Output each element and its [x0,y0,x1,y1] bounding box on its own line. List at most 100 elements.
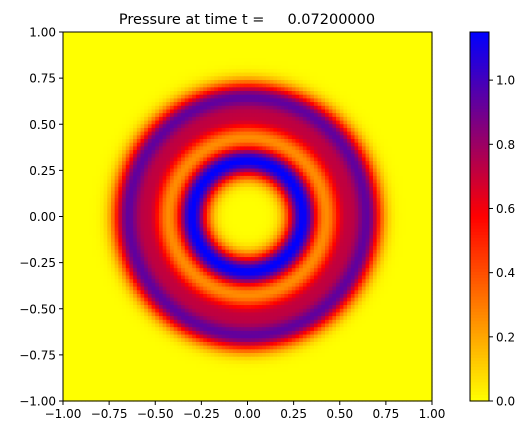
heatmap-cell [376,131,381,136]
heatmap-cell [372,57,378,63]
heatmap-cell [162,161,167,166]
heatmap-cell [206,157,212,162]
heatmap-cell [343,139,348,144]
heatmap-cell [243,183,249,188]
heatmap-cell [70,209,75,214]
heatmap-cell [107,127,112,133]
heatmap-cell [114,172,119,177]
heatmap-cell [251,72,256,77]
heatmap-cell [122,157,127,162]
heatmap-cell [387,164,393,170]
heatmap-cell [184,109,190,114]
heatmap-cell [417,127,422,133]
heatmap-cell [140,32,145,37]
heatmap-cell [347,205,352,210]
heatmap-cell [372,142,378,147]
heatmap-cell [125,94,131,100]
heatmap-cell [284,120,289,125]
heatmap-cell [129,205,134,210]
heatmap-cell [96,72,101,77]
heatmap-cell [420,76,426,81]
heatmap-cell [280,157,285,162]
heatmap-cell [254,172,260,177]
heatmap-cell [125,168,131,173]
heatmap-cell [406,124,411,129]
heatmap-cell [258,105,263,111]
heatmap-cell [336,94,341,100]
heatmap-cell [288,201,293,207]
heatmap-cell [225,183,230,188]
heatmap-cell [158,46,164,52]
heatmap-cell [358,109,363,114]
heatmap-cell [420,168,426,173]
heatmap-cell [280,113,285,118]
heatmap-cell [158,186,164,192]
heatmap-cell [74,57,79,63]
heatmap-cell [170,190,175,195]
heatmap-cell [262,54,267,59]
heatmap-cell [336,57,341,63]
heatmap-cell [361,39,367,44]
heatmap-cell [155,172,160,177]
heatmap-cell [99,131,105,136]
heatmap-cell [103,79,108,85]
heatmap-cell [81,201,86,207]
heatmap-cell [343,120,348,125]
heatmap-cell [406,153,411,159]
heatmap-cell [151,124,156,129]
heatmap-cell [339,120,345,125]
heatmap-cell [66,54,71,59]
heatmap-cell [96,186,101,192]
heatmap-cell [92,205,97,210]
heatmap-cell [406,32,411,37]
heatmap-cell [284,105,289,111]
heatmap-cell [295,172,300,177]
heatmap-cell [354,91,359,96]
heatmap-cell [81,65,86,70]
heatmap-cell [336,32,341,37]
heatmap-cell [273,120,278,125]
heatmap-cell [140,212,145,218]
heatmap-cell [302,183,308,188]
heatmap-cell [365,116,370,122]
heatmap-cell [313,94,319,100]
heatmap-cell [155,153,160,159]
heatmap-cell [328,113,333,118]
heatmap-cell [313,157,319,162]
heatmap-cell [147,98,153,103]
heatmap-cell [70,76,75,81]
heatmap-cell [350,61,356,66]
heatmap-cell [92,35,97,40]
heatmap-cell [376,39,381,44]
heatmap-cell [243,186,249,192]
heatmap-cell [376,186,381,192]
heatmap-cell [147,209,153,214]
heatmap-cell [288,43,293,48]
heatmap-cell [409,153,415,159]
heatmap-cell [280,131,285,136]
heatmap-cell [302,175,308,181]
heatmap-cell [391,146,396,151]
heatmap-cell [372,212,378,218]
heatmap-cell [177,98,182,103]
heatmap-cell [313,83,319,88]
heatmap-cell [118,153,123,159]
heatmap-cell [350,98,356,103]
heatmap-cell [384,164,389,170]
heatmap-cell [122,57,127,63]
heatmap-cell [280,198,285,203]
heatmap-cell [210,175,215,181]
heatmap-cell [277,54,282,59]
heatmap-cell [88,54,94,59]
heatmap-cell [122,205,127,210]
heatmap-cell [166,61,171,66]
heatmap-cell [217,131,223,136]
heatmap-cell [395,32,400,37]
heatmap-cell [420,150,426,155]
heatmap-cell [354,164,359,170]
heatmap-cell [74,79,79,85]
heatmap-cell [162,61,167,66]
heatmap-cell [265,139,271,144]
heatmap-cell [254,35,260,40]
heatmap-cell [395,98,400,103]
